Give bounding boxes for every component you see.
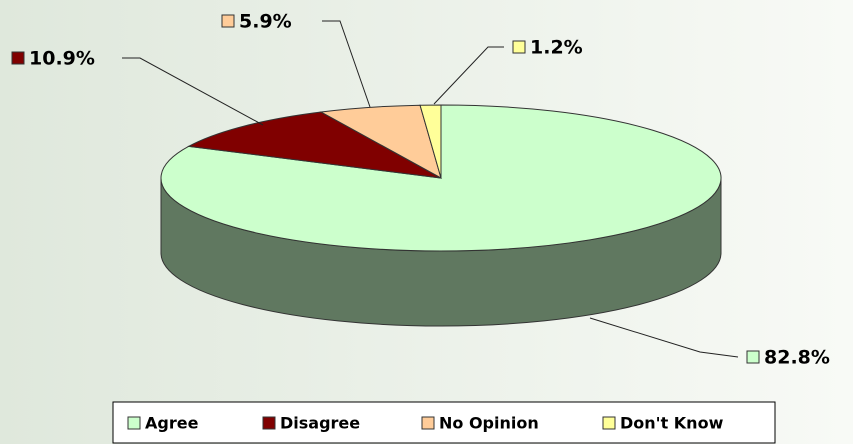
legend-swatch xyxy=(262,416,276,430)
legend-label: Don't Know xyxy=(620,414,724,433)
label-swatch xyxy=(221,14,235,28)
data-label: 10.9% xyxy=(29,48,95,70)
legend-box xyxy=(112,401,776,444)
label-swatch xyxy=(11,51,25,65)
legend-label: No Opinion xyxy=(439,414,539,433)
leader-line xyxy=(322,20,371,108)
legend-swatch xyxy=(127,416,141,430)
leader-line xyxy=(589,317,739,358)
data-label: 82.8% xyxy=(764,347,830,369)
label-swatch xyxy=(746,350,760,364)
data-label: 1.2% xyxy=(530,37,583,59)
data-label: 5.9% xyxy=(239,11,292,33)
leader-line xyxy=(433,46,504,105)
leader-line xyxy=(122,57,264,126)
legend-swatch xyxy=(421,416,435,430)
label-swatch xyxy=(512,40,526,54)
pie-slice xyxy=(160,104,722,252)
legend-label: Agree xyxy=(145,414,199,433)
legend-label: Disagree xyxy=(280,414,360,433)
pie-slice xyxy=(419,104,442,179)
pie-slice xyxy=(187,111,442,179)
legend-swatch xyxy=(602,416,616,430)
